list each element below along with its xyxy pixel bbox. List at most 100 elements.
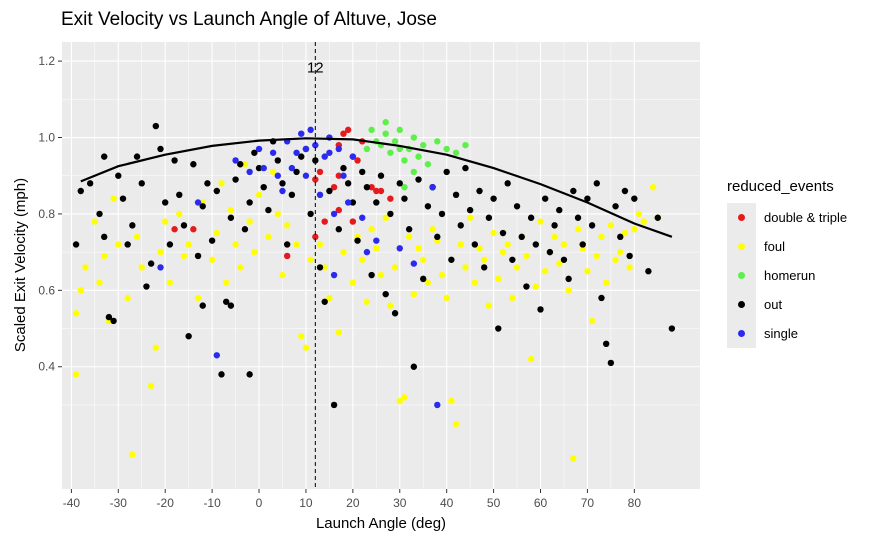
point-out <box>382 290 389 298</box>
point-foul <box>570 455 577 462</box>
point-out <box>321 298 328 305</box>
point-out <box>424 203 432 210</box>
point-out <box>490 195 497 202</box>
point-out <box>551 222 558 229</box>
point-out <box>218 371 225 378</box>
point-out <box>584 195 591 202</box>
point-foul <box>246 218 253 225</box>
point-double-triple <box>340 130 347 137</box>
point-out <box>513 203 521 210</box>
point-out <box>260 183 267 191</box>
point-foul <box>72 310 80 317</box>
point-foul <box>640 218 647 225</box>
point-out <box>527 214 535 221</box>
point-double-triple <box>373 187 380 195</box>
point-foul <box>429 226 436 233</box>
point-out <box>124 241 131 248</box>
point-foul <box>621 229 629 237</box>
point-out <box>448 256 455 263</box>
point-out <box>194 252 202 260</box>
point-foul <box>316 241 324 248</box>
x-tick-label: -40 <box>63 496 81 510</box>
point-foul <box>185 241 192 248</box>
point-out <box>466 206 474 214</box>
point-foul <box>612 256 619 263</box>
point-out <box>523 283 530 290</box>
y-tick-label: 1.0 <box>38 131 55 145</box>
point-double-triple <box>349 218 357 225</box>
legend-items: double & triple foul homerun out single <box>727 203 847 348</box>
point-out <box>138 180 145 187</box>
point-foul <box>457 241 464 248</box>
point-foul <box>166 279 174 286</box>
point-out <box>335 226 342 233</box>
point-foul <box>82 264 89 271</box>
point-foul <box>631 226 638 233</box>
point-foul <box>556 260 563 267</box>
legend-label: double & triple <box>764 210 848 225</box>
point-double-triple <box>335 172 342 179</box>
fit-curve <box>80 137 673 238</box>
point-single <box>302 145 310 153</box>
point-foul <box>537 218 544 225</box>
point-double-triple <box>387 195 394 202</box>
point-out <box>396 180 403 187</box>
point-out <box>340 164 347 172</box>
point-out <box>602 340 610 348</box>
point-foul <box>485 302 493 309</box>
point-foul <box>499 248 507 256</box>
point-out <box>434 233 441 241</box>
point-foul <box>476 245 483 252</box>
point-foul <box>471 279 479 286</box>
point-foul <box>326 294 333 302</box>
point-out <box>246 199 253 206</box>
legend-label: foul <box>764 239 785 254</box>
point-foul <box>466 214 474 221</box>
point-out <box>391 310 399 317</box>
point-single <box>269 149 277 156</box>
point-foul <box>598 233 605 241</box>
point-single <box>330 271 338 279</box>
point-out <box>377 172 385 179</box>
point-out <box>405 226 413 233</box>
point-homerun <box>420 141 427 149</box>
point-homerun <box>391 138 399 145</box>
point-single <box>396 245 403 252</box>
legend-item-foul: foul <box>727 232 847 261</box>
point-out <box>274 157 281 164</box>
point-foul <box>147 382 155 390</box>
point-out <box>279 180 286 187</box>
point-out <box>532 241 540 248</box>
point-single <box>274 172 281 179</box>
legend-dot <box>738 243 745 250</box>
point-out <box>185 332 192 340</box>
point-out <box>654 214 661 221</box>
point-out <box>462 164 469 172</box>
point-out <box>344 180 352 187</box>
point-single <box>363 248 371 256</box>
plot-panel <box>62 42 700 489</box>
point-foul <box>635 210 643 218</box>
point-out <box>588 222 596 229</box>
point-foul <box>349 279 357 286</box>
point-single <box>316 191 324 199</box>
point-foul <box>208 256 216 263</box>
point-out <box>227 302 235 309</box>
point-foul <box>283 222 291 229</box>
point-foul <box>110 195 117 202</box>
point-foul <box>157 248 164 256</box>
point-homerun <box>368 126 375 134</box>
legend-item-homerun: homerun <box>727 261 847 290</box>
point-foul <box>269 168 277 176</box>
y-axis-ticks: 0.4 0.6 0.8 1.0 1.2 <box>38 54 62 374</box>
point-foul <box>382 214 389 221</box>
point-homerun <box>387 149 394 156</box>
point-foul <box>602 279 610 286</box>
point-double-triple <box>377 187 385 195</box>
point-homerun <box>401 183 408 191</box>
point-single <box>255 145 263 153</box>
point-foul <box>523 252 530 260</box>
point-out <box>481 264 488 271</box>
point-homerun <box>410 168 418 176</box>
